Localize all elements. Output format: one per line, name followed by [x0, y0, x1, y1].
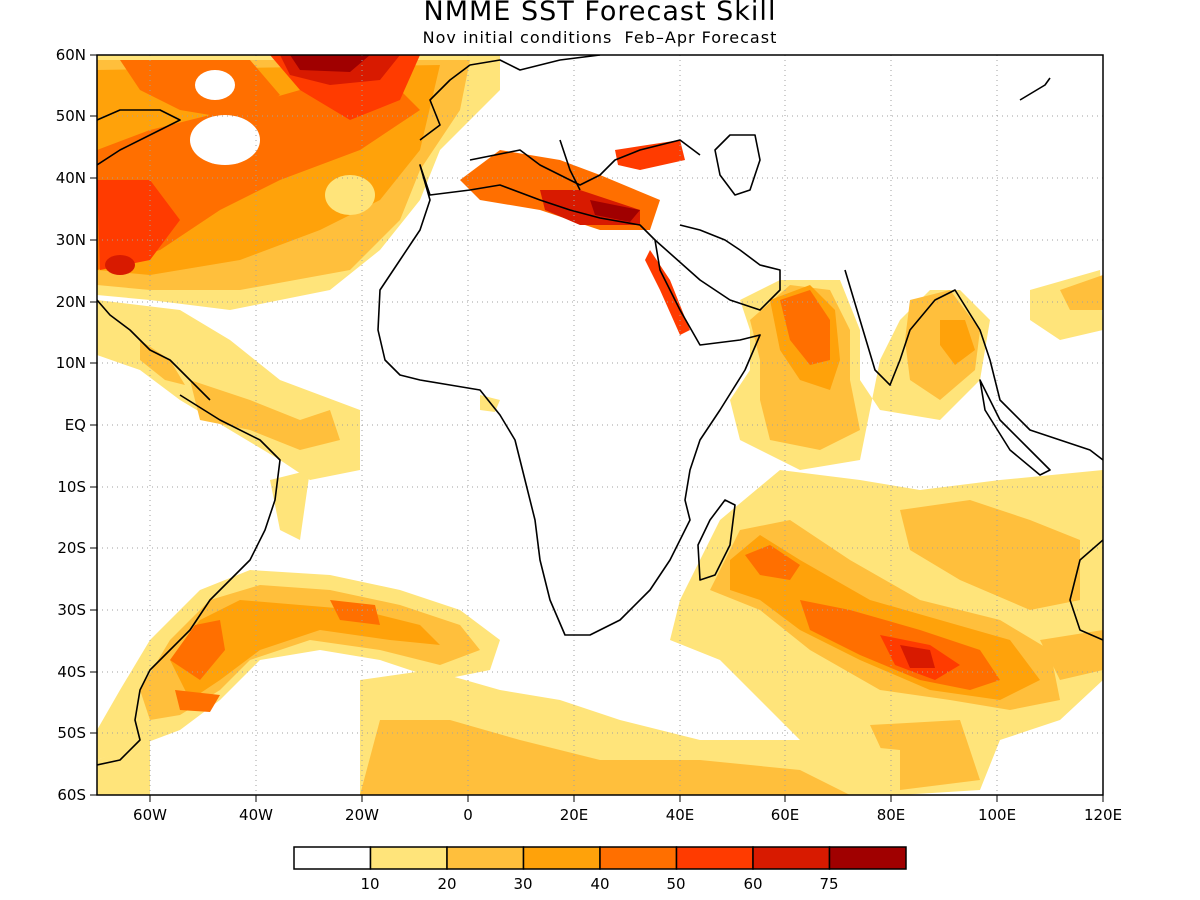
australia-coast [1069, 539, 1103, 641]
colorbar-label: 60 [743, 875, 762, 893]
graticule [97, 55, 1103, 795]
lon-label: 60W [133, 806, 167, 824]
lon-label: 120E [1084, 806, 1122, 824]
lat-label: 10N [56, 354, 86, 372]
central-america-coast [97, 299, 211, 401]
colorbar-swatch [293, 846, 372, 870]
lon-label: 40W [239, 806, 273, 824]
india-coast [844, 269, 1103, 461]
colorbar-label: 20 [437, 875, 456, 893]
lat-label: 20S [57, 539, 86, 557]
lat-label: 50N [56, 107, 86, 125]
greenland-coast [1019, 77, 1051, 101]
chart-title: NMME SST Forecast Skill [423, 0, 777, 27]
lon-label: 20W [345, 806, 379, 824]
africa-coast [377, 164, 761, 636]
caspian-coast [714, 134, 761, 196]
colorbar-swatch [828, 846, 907, 870]
colorbar: 10 20 30 40 50 60 75 [293, 846, 907, 893]
lat-label: 60N [56, 46, 86, 64]
longitude-labels: 60W 40W 20W 0 20E 40E 60E 80E 100E 120E [133, 806, 1122, 824]
skill-field [97, 55, 1103, 795]
south-america-coast [97, 394, 281, 766]
colorbar-swatch [599, 846, 678, 870]
colorbar-swatch [446, 846, 525, 870]
lat-label: 20N [56, 293, 86, 311]
colorbar-label: 10 [360, 875, 379, 893]
colorbar-swatch [522, 846, 601, 870]
lon-label: 60E [771, 806, 800, 824]
lat-label: 10S [57, 478, 86, 496]
lat-label: 30S [57, 601, 86, 619]
colorbar-swatch [675, 846, 754, 870]
lat-label: 40N [56, 169, 86, 187]
colorbar-swatch [369, 846, 448, 870]
lat-label: 60S [57, 786, 86, 804]
lat-label: 40S [57, 663, 86, 681]
colorbar-label: 50 [666, 875, 685, 893]
lon-label: 100E [978, 806, 1016, 824]
sumatra-coast [979, 379, 1051, 476]
axis-ticks [90, 54, 1104, 802]
lat-label: 50S [57, 724, 86, 742]
lat-label: EQ [65, 416, 86, 434]
lon-label: 40E [666, 806, 695, 824]
lon-label: 80E [877, 806, 906, 824]
lon-label: 0 [463, 806, 473, 824]
colorbar-swatch [752, 846, 831, 870]
chart-subtitle: Nov initial conditions Feb–Apr Forecast [422, 28, 778, 47]
arabia-coast [654, 224, 781, 311]
latitude-labels: 60N 50N 40N 30N 20N 10N EQ 10S 20S 30S 4… [56, 46, 86, 804]
colorbar-label: 30 [513, 875, 532, 893]
lon-label: 20E [560, 806, 589, 824]
europe-coast [419, 55, 701, 191]
madagascar-coast [697, 499, 736, 581]
colorbar-label: 40 [590, 875, 609, 893]
lat-label: 30N [56, 231, 86, 249]
coastlines [97, 55, 1103, 766]
colorbar-label: 75 [819, 875, 838, 893]
north-america-coast [97, 109, 181, 166]
